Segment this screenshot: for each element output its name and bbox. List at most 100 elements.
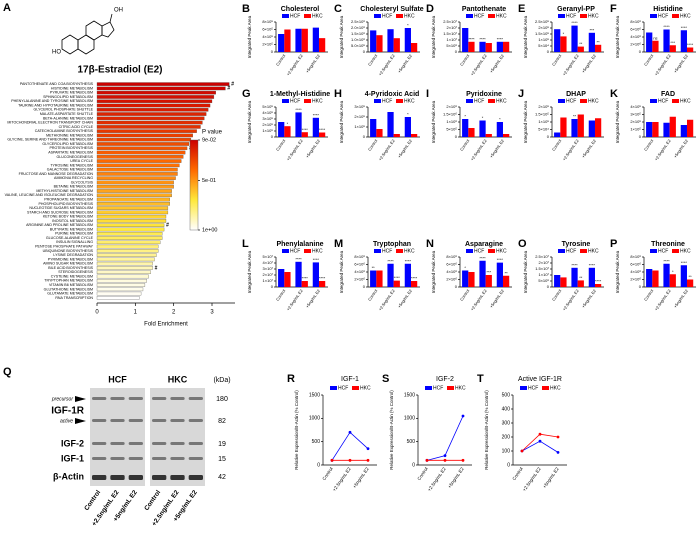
panel-title: Tyrosine: [562, 241, 591, 248]
bar: [278, 269, 285, 287]
panel-letter: D: [426, 3, 434, 15]
kda-label: 82: [218, 418, 226, 425]
legend-label: HCF: [566, 98, 576, 104]
panel-letter: L: [242, 238, 249, 250]
bar: [577, 46, 584, 52]
bar: [301, 132, 308, 137]
blot-band: [110, 475, 125, 480]
x-tick-label: +5ng/mL E2: [447, 466, 465, 489]
x-tick-label: +5ng/mL E2: [352, 466, 370, 489]
legend-swatch: [374, 249, 381, 253]
bar: [96, 240, 161, 245]
category-label: PENTOSE PHOSPHATE PATHWAY: [35, 245, 93, 249]
category-label: TAURINE AND HYPOTAURINE METABOLISM: [18, 103, 93, 107]
flag: #: [166, 223, 169, 229]
legend-label: HKC: [404, 248, 415, 254]
flag: #: [155, 265, 158, 271]
bar: [96, 116, 205, 121]
legend-label: HCF: [290, 13, 300, 19]
y-tick-label: 1×10⁷: [263, 278, 274, 283]
category-label: CITRIC ACID CYCLE: [59, 125, 94, 129]
bar: [96, 90, 216, 95]
y-tick-label: 0: [412, 462, 415, 468]
y-tick-label: 5×10⁵: [262, 104, 273, 109]
y-tick-label: 6×10⁶: [446, 262, 457, 267]
blot-band: [170, 397, 185, 400]
category-label: GLUTAMATE METABOLISM: [47, 292, 93, 296]
x-tick-label: +5ng/mL E2: [673, 288, 690, 309]
blot-band: [152, 457, 167, 460]
legend-swatch: [650, 99, 657, 103]
y-tick-label: 2×10⁵: [262, 42, 273, 47]
significance: ****: [313, 112, 320, 117]
estradiol-structure: [61, 13, 115, 55]
significance: *: [482, 115, 484, 120]
y-tick-label: 5×10⁴: [538, 43, 549, 48]
legend-label: HCF: [566, 248, 576, 254]
x-tick-label: Control: [275, 288, 287, 302]
category-label: TRYPTOPHAN METABOLISM: [44, 279, 93, 283]
significance: **: [579, 41, 583, 46]
significance: ****: [313, 257, 320, 262]
x-tick-label: Control: [643, 288, 655, 302]
y-tick-label: 4×10⁶: [630, 34, 641, 39]
bar: [96, 189, 172, 193]
legend-label: HCF: [382, 98, 392, 104]
y-tick-label: 1×10⁶: [446, 119, 457, 124]
bar: [96, 202, 170, 206]
bar: [96, 184, 174, 189]
bar: [462, 119, 469, 137]
x-tick-label: +2.5ng/mL E2: [285, 288, 304, 312]
group-label: HKC: [168, 374, 188, 384]
y-tick-label: 5.0×10⁵: [351, 43, 365, 48]
x-tick-label: +5ng/mL E2: [397, 138, 414, 159]
x-tick-label: +5ng/mL E2: [489, 138, 506, 159]
group-label: HCF: [108, 374, 127, 384]
category-label: PYRIMIDINE METABOLISM: [48, 257, 93, 261]
panel-letter: C: [334, 3, 342, 15]
bar: [96, 99, 213, 104]
x-tick-label: Control: [321, 466, 333, 481]
x-tick-label: Control: [367, 288, 379, 302]
x-axis-label: Fold Enrichment: [144, 322, 188, 328]
significance: ****: [295, 256, 302, 261]
category-label: BUTYRATE METABOLISM: [50, 227, 93, 231]
bar: [284, 126, 291, 137]
panel-letter: R: [287, 373, 295, 385]
legend-label: HKC: [360, 385, 371, 391]
legend-label: HKC: [496, 13, 507, 19]
bar: [404, 28, 411, 52]
y-tick-label: 5×10⁷: [263, 254, 274, 259]
bar: [496, 41, 503, 52]
significance: ****: [589, 262, 596, 267]
point: [538, 439, 542, 443]
bar: [663, 263, 670, 287]
bar: [560, 117, 567, 137]
y-axis-label: Integrated Peak Area: [431, 250, 436, 293]
x-tick-label: +5ng/mL E2: [489, 288, 506, 309]
bar: [652, 40, 659, 52]
legend-label: HCF: [433, 385, 443, 391]
y-tick-label: 1500: [404, 392, 415, 398]
blot-band: [152, 397, 167, 400]
bar: [468, 128, 475, 137]
category-label: GALACTOSE METABOLISM: [47, 168, 93, 172]
significance: ****: [405, 258, 412, 263]
y-tick-label: 2×10⁶: [446, 104, 457, 109]
x-tick-label: +2.5ng/mL E2: [522, 466, 542, 492]
x-tick-label: Control: [643, 53, 655, 67]
bar: [663, 29, 670, 52]
x-tick-label: +5ng/mL E2: [397, 53, 414, 74]
significance: ****: [387, 258, 394, 263]
legend-swatch: [374, 99, 381, 103]
bar: [404, 263, 411, 287]
bar: [96, 137, 192, 142]
category-label: GLYCEROLIPID METABOLISM: [42, 142, 93, 146]
point: [461, 414, 465, 418]
colorbar-tick-label: 5e-01: [202, 178, 216, 184]
bar: [502, 275, 510, 287]
legend-label: HKC: [496, 98, 507, 104]
category-label: BETAINE METABOLISM: [54, 185, 93, 189]
significance: ****: [302, 276, 309, 281]
bar: [496, 122, 503, 137]
